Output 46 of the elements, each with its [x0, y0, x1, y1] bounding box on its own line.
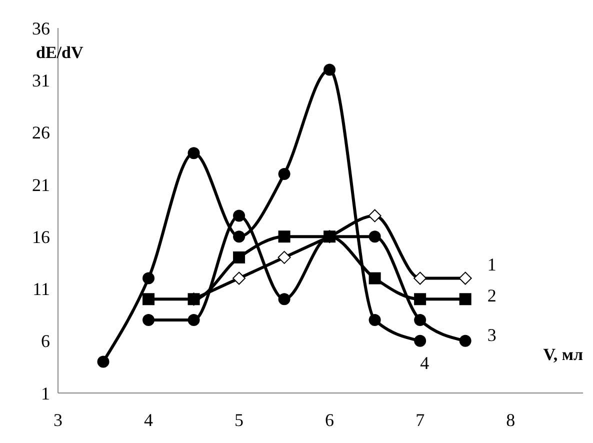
point — [188, 314, 200, 326]
y-tick-label: 26 — [32, 122, 50, 143]
point — [458, 272, 472, 285]
y-tick-label: 6 — [41, 331, 50, 352]
x-tick-label: 6 — [325, 410, 334, 430]
point — [278, 293, 290, 306]
point — [233, 210, 246, 222]
point — [278, 168, 290, 180]
x-tick-label: 7 — [416, 410, 425, 430]
x-tick-label: 4 — [144, 410, 154, 430]
point — [368, 272, 381, 284]
point — [278, 250, 291, 264]
point — [142, 293, 155, 306]
point — [414, 314, 426, 326]
series-label: 2 — [487, 285, 496, 306]
point — [414, 334, 426, 347]
x-axis-title: V, мл — [543, 345, 584, 364]
y-tick-label: 31 — [32, 70, 50, 91]
point — [233, 230, 246, 243]
point — [142, 272, 155, 284]
point — [233, 251, 246, 264]
y-tick-label: 16 — [32, 226, 50, 247]
point — [188, 147, 200, 160]
point — [414, 293, 426, 306]
point — [324, 64, 336, 76]
y-tick-label: 36 — [32, 18, 50, 38]
y-tick-label: 21 — [32, 174, 50, 195]
point — [459, 293, 472, 306]
point — [414, 272, 427, 285]
point — [142, 314, 155, 326]
point — [97, 356, 110, 368]
y-tick-label: 1 — [41, 383, 50, 404]
series-label: 1 — [487, 254, 496, 274]
point — [368, 314, 381, 326]
point — [232, 272, 246, 285]
y-tick-label: 11 — [32, 279, 50, 300]
point — [459, 334, 472, 347]
x-tick-label: 8 — [506, 410, 516, 430]
x-tick-label: 3 — [54, 410, 62, 430]
series-label: 4 — [420, 352, 430, 373]
point — [368, 230, 381, 243]
point — [278, 230, 290, 243]
point — [368, 209, 382, 222]
x-tick-label: 5 — [234, 410, 244, 430]
series-label: 3 — [487, 324, 496, 345]
y-axis-title: dE/dV — [36, 43, 84, 62]
